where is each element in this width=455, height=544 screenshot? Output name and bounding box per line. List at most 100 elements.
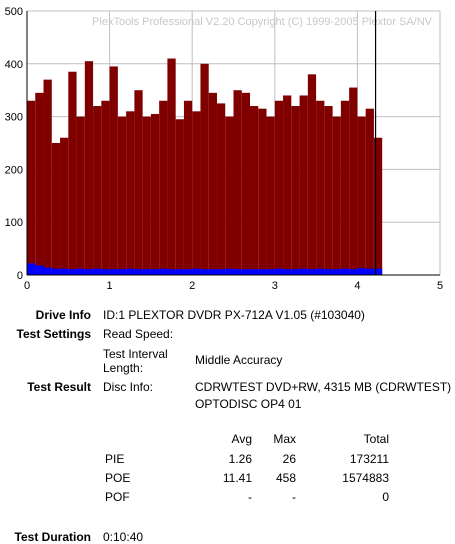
bar-series1-23 [216,269,226,275]
disc-info-value: CDRWTEST DVD+RW, 4315 MB (CDRWTEST) [195,380,452,394]
col-header-total: Total [363,432,389,446]
y-tick-label-5: 500 [5,6,23,18]
bar-series0-28 [258,108,267,276]
row-pof-max: - [292,490,296,504]
bar-series1-15 [150,269,160,275]
test-interval-length-label: Length: [103,361,144,375]
bar-series0-20 [192,111,201,275]
bar-series0-34 [307,74,317,275]
bar-series1-35 [316,268,325,275]
read-speed-label: Read Speed: [103,327,174,341]
bar-series1-4 [60,268,69,275]
disc-info-value-line2: OPTODISC OP4 01 [195,397,302,411]
tick-labels: 0 100 200 300 400 500 0 1 2 3 4 5 [5,6,443,292]
bar-series1-5 [68,269,77,275]
bar-series0-10 [109,66,118,275]
test-interval-label: Test Interval [103,347,168,361]
bar-series0-0 [27,100,36,275]
bar-series1-41 [365,268,374,275]
bar-series0-36 [324,106,333,275]
row-poe-avg: 11.41 [222,471,252,485]
chart-watermark: PlexTools Professional V2.20 Copyright (… [92,16,433,28]
bar-series0-22 [208,92,217,275]
bar-series1-24 [225,268,234,275]
bar-series0-17 [167,58,176,275]
bar-series1-40 [357,268,366,275]
row-pof-avg: - [248,490,252,504]
bar-series1-38 [340,268,350,275]
bar-series0-5 [68,71,77,275]
bar-series1-12 [126,268,135,275]
bar-series0-41 [365,108,374,276]
bar-series0-30 [274,100,284,275]
bar-series0-26 [241,92,251,275]
bar-series0-12 [126,111,135,275]
bar-series0-32 [291,106,300,275]
row-pie-avg: 1.26 [228,452,252,466]
bar-series0-33 [299,95,308,275]
chart-axes [26,11,440,276]
y-tick-label-0: 0 [17,270,23,282]
y-tick-label-1: 100 [5,217,23,229]
bar-series1-39 [349,269,358,275]
col-header-max: Max [273,432,296,446]
test-settings-label: Test Settings [16,327,91,341]
bar-series0-14 [142,116,151,275]
bar-series0-4 [60,137,69,275]
bar-series0-39 [349,87,358,275]
bar-series0-11 [117,116,127,275]
bar-series1-30 [274,268,284,275]
test-interval-value: Middle Accuracy [195,353,283,367]
bar-series0-2 [43,79,52,275]
bar-series1-31 [283,269,292,275]
bar-series0-21 [200,63,209,275]
row-pie-max: 26 [282,452,296,466]
bar-series1-11 [117,269,127,275]
bar-series0-1 [35,92,44,275]
bar-series1-26 [241,269,251,275]
bar-series0-23 [216,103,226,276]
bar-series1-27 [250,269,259,275]
bar-series0-40 [357,116,366,275]
bar-series0-37 [332,116,341,275]
row-pie-total: 173211 [349,452,389,466]
bar-series1-36 [324,269,333,275]
bar-series1-34 [307,269,317,275]
bar-series0-15 [150,113,160,276]
bar-series0-27 [250,106,259,275]
bar-series1-1 [35,265,44,275]
col-header-avg: Avg [231,432,252,446]
chart-bars [27,58,383,276]
bar-series1-37 [332,269,341,275]
bar-series1-0 [27,263,36,275]
row-name-pof: POF [105,490,130,504]
bar-series0-35 [316,100,325,275]
row-poe-max: 458 [275,471,296,485]
bar-series1-25 [233,269,242,275]
bar-series1-10 [109,269,118,275]
bar-series1-20 [192,268,201,275]
bar-series0-25 [233,90,242,275]
bar-series1-42 [373,268,383,275]
test-duration-label: Test Duration [14,530,91,544]
bar-series0-18 [175,119,184,276]
x-tick-label-0: 0 [24,280,30,292]
row-name-poe: POE [105,471,131,485]
bar-series1-29 [266,269,275,275]
bar-series1-3 [51,268,61,275]
row-poe-total: 1574883 [342,471,389,485]
bar-series1-8 [93,268,102,275]
bar-series0-16 [159,100,168,275]
test-duration-value: 0:10:40 [103,530,144,544]
bar-series0-6 [76,116,85,275]
x-tick-label-4: 4 [354,280,360,292]
bar-series1-19 [183,269,193,275]
y-tick-label-2: 200 [5,164,23,176]
bar-series1-14 [142,269,151,275]
bar-series1-13 [134,269,143,275]
y-tick-label-4: 400 [5,59,23,71]
bar-series1-17 [167,269,176,275]
bar-series1-28 [258,269,267,275]
bar-series1-7 [84,269,94,275]
bar-series1-18 [175,269,184,275]
